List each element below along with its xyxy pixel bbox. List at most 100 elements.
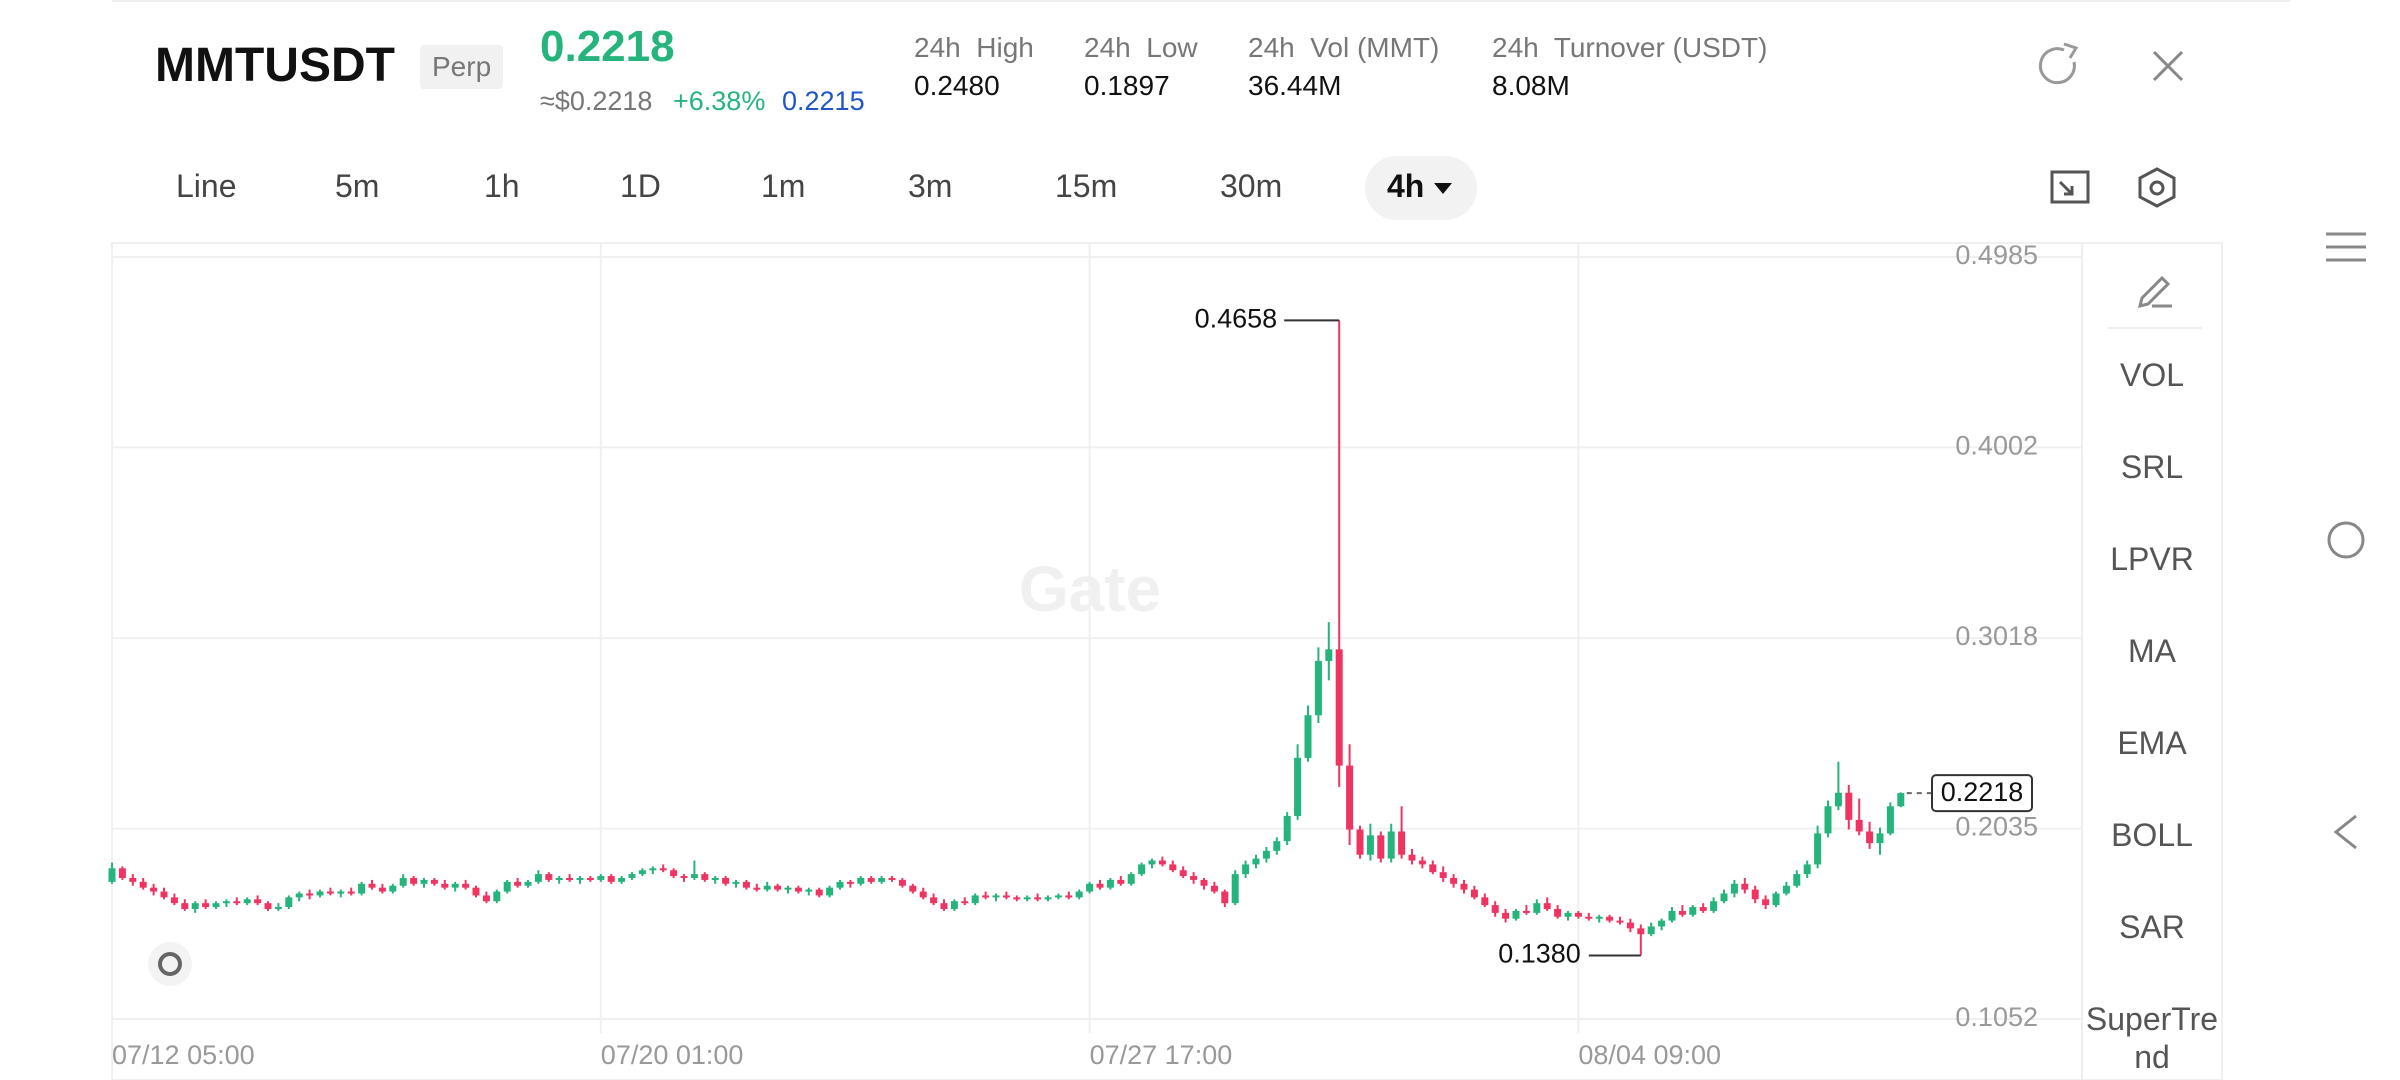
timeframe-tab[interactable]: 4h xyxy=(1387,168,1425,204)
candle-body xyxy=(1065,895,1073,898)
candle-body xyxy=(1314,660,1322,716)
candle-body xyxy=(1793,874,1801,886)
menu-icon[interactable] xyxy=(2326,232,2366,262)
candle-body xyxy=(170,897,178,904)
candle-body xyxy=(732,881,740,884)
candle-body xyxy=(1845,792,1853,820)
candle-body xyxy=(555,877,563,880)
approx-price: ≈$0.2218 xyxy=(540,86,653,116)
timeframe-tab[interactable]: 1h xyxy=(484,168,520,204)
stat-label: 24h Turnover (USDT) xyxy=(1492,32,1768,63)
candle-body xyxy=(1626,922,1634,929)
candle-body xyxy=(1554,908,1562,917)
candle-body xyxy=(1689,907,1697,915)
candle-body xyxy=(1158,860,1166,865)
timeframe-tab[interactable]: 1D xyxy=(620,168,661,204)
candle-body xyxy=(711,877,719,880)
candle-body xyxy=(1564,912,1572,917)
candle-body xyxy=(638,870,646,875)
candle-body xyxy=(763,885,771,890)
indicator[interactable]: SAR xyxy=(2119,909,2185,945)
y-tick-label: 0.2035 xyxy=(1955,812,2038,842)
last-price: 0.2218 xyxy=(540,22,675,71)
candle-body xyxy=(1855,819,1863,832)
candle-body xyxy=(1366,835,1374,855)
timeframe-tab[interactable]: 15m xyxy=(1055,168,1118,204)
candle-body xyxy=(836,881,844,888)
candle-body xyxy=(1200,879,1208,886)
candle-body xyxy=(1106,879,1114,888)
candle-body xyxy=(1273,841,1281,851)
refresh-icon[interactable] xyxy=(2038,42,2079,85)
candle-body xyxy=(1502,912,1510,919)
candle-body xyxy=(784,887,792,890)
candle-body xyxy=(919,891,927,898)
candle-body xyxy=(1283,815,1291,842)
candle-body xyxy=(1533,903,1541,913)
candle-body xyxy=(815,889,823,896)
candle-body xyxy=(337,891,345,894)
stat-label: 24h Low xyxy=(1084,32,1198,63)
y-tick-label: 0.4002 xyxy=(1955,431,2038,461)
candle-body xyxy=(118,868,126,878)
candle-body xyxy=(1897,793,1905,807)
high-label: 0.4658 xyxy=(1195,303,1278,333)
candle-body xyxy=(545,874,553,880)
candle-body xyxy=(628,874,636,878)
dropdown-arrow[interactable] xyxy=(1434,183,1452,194)
draw-icon[interactable] xyxy=(2137,275,2172,309)
candle-body xyxy=(867,877,875,882)
candle-body xyxy=(1429,864,1437,873)
indicator[interactable]: SuperTrend xyxy=(2085,1001,2219,1075)
candle-body xyxy=(451,883,459,888)
candle-body xyxy=(940,903,948,909)
home-icon[interactable] xyxy=(2327,521,2365,559)
timeframe-tab[interactable]: 1m xyxy=(761,168,806,204)
candle-body xyxy=(1179,870,1187,877)
timeframe-tab[interactable]: 5m xyxy=(335,168,380,204)
timeframe-tab[interactable]: 30m xyxy=(1220,168,1283,204)
candle-body xyxy=(129,877,137,882)
close-icon[interactable] xyxy=(2152,50,2184,82)
candle-body xyxy=(420,879,428,884)
candle-body xyxy=(285,897,293,908)
candle-body xyxy=(930,897,938,904)
candle-body xyxy=(1408,854,1416,861)
candle-body xyxy=(1262,850,1270,859)
indicator[interactable]: EMA xyxy=(2117,725,2187,761)
indicator[interactable]: LPVR xyxy=(2110,541,2194,577)
indicator[interactable]: BOLL xyxy=(2111,817,2193,853)
candle-body xyxy=(1013,897,1021,900)
candle-body xyxy=(1169,864,1177,871)
low-label: 0.1380 xyxy=(1498,939,1581,969)
settings-icon[interactable] xyxy=(2138,167,2176,208)
candle-body xyxy=(1294,757,1302,816)
candle-body xyxy=(1637,928,1645,935)
candle-body xyxy=(1543,903,1551,909)
candle-body xyxy=(898,879,906,886)
timeframe-tab[interactable]: 3m xyxy=(908,168,953,204)
candle-body xyxy=(191,903,199,909)
x-tick-label: 08/04 09:00 xyxy=(1578,1040,1721,1070)
indicator[interactable]: MA xyxy=(2128,633,2176,669)
candle-body xyxy=(1002,895,1010,898)
candle-body xyxy=(1658,920,1666,927)
candle-body xyxy=(649,868,657,871)
candle-body xyxy=(1803,864,1811,875)
timeframe-tab[interactable]: Line xyxy=(176,168,237,204)
symbol: MMTUSDT xyxy=(155,39,395,92)
fullscreen-icon[interactable] xyxy=(2050,170,2090,204)
x-tick-label: 07/27 17:00 xyxy=(1090,1040,1233,1070)
candle-body xyxy=(1377,835,1385,859)
indicator[interactable]: SRL xyxy=(2120,449,2184,485)
gate-icon[interactable] xyxy=(148,942,192,986)
last-price-box xyxy=(1931,774,2033,813)
candle-body xyxy=(1710,901,1718,911)
candle-body xyxy=(1335,649,1343,766)
candle-body xyxy=(493,891,501,902)
candle-body xyxy=(410,877,418,884)
candle-body xyxy=(1730,883,1738,894)
back-icon[interactable] xyxy=(2333,814,2357,850)
indicator[interactable]: VOL xyxy=(2119,357,2185,393)
